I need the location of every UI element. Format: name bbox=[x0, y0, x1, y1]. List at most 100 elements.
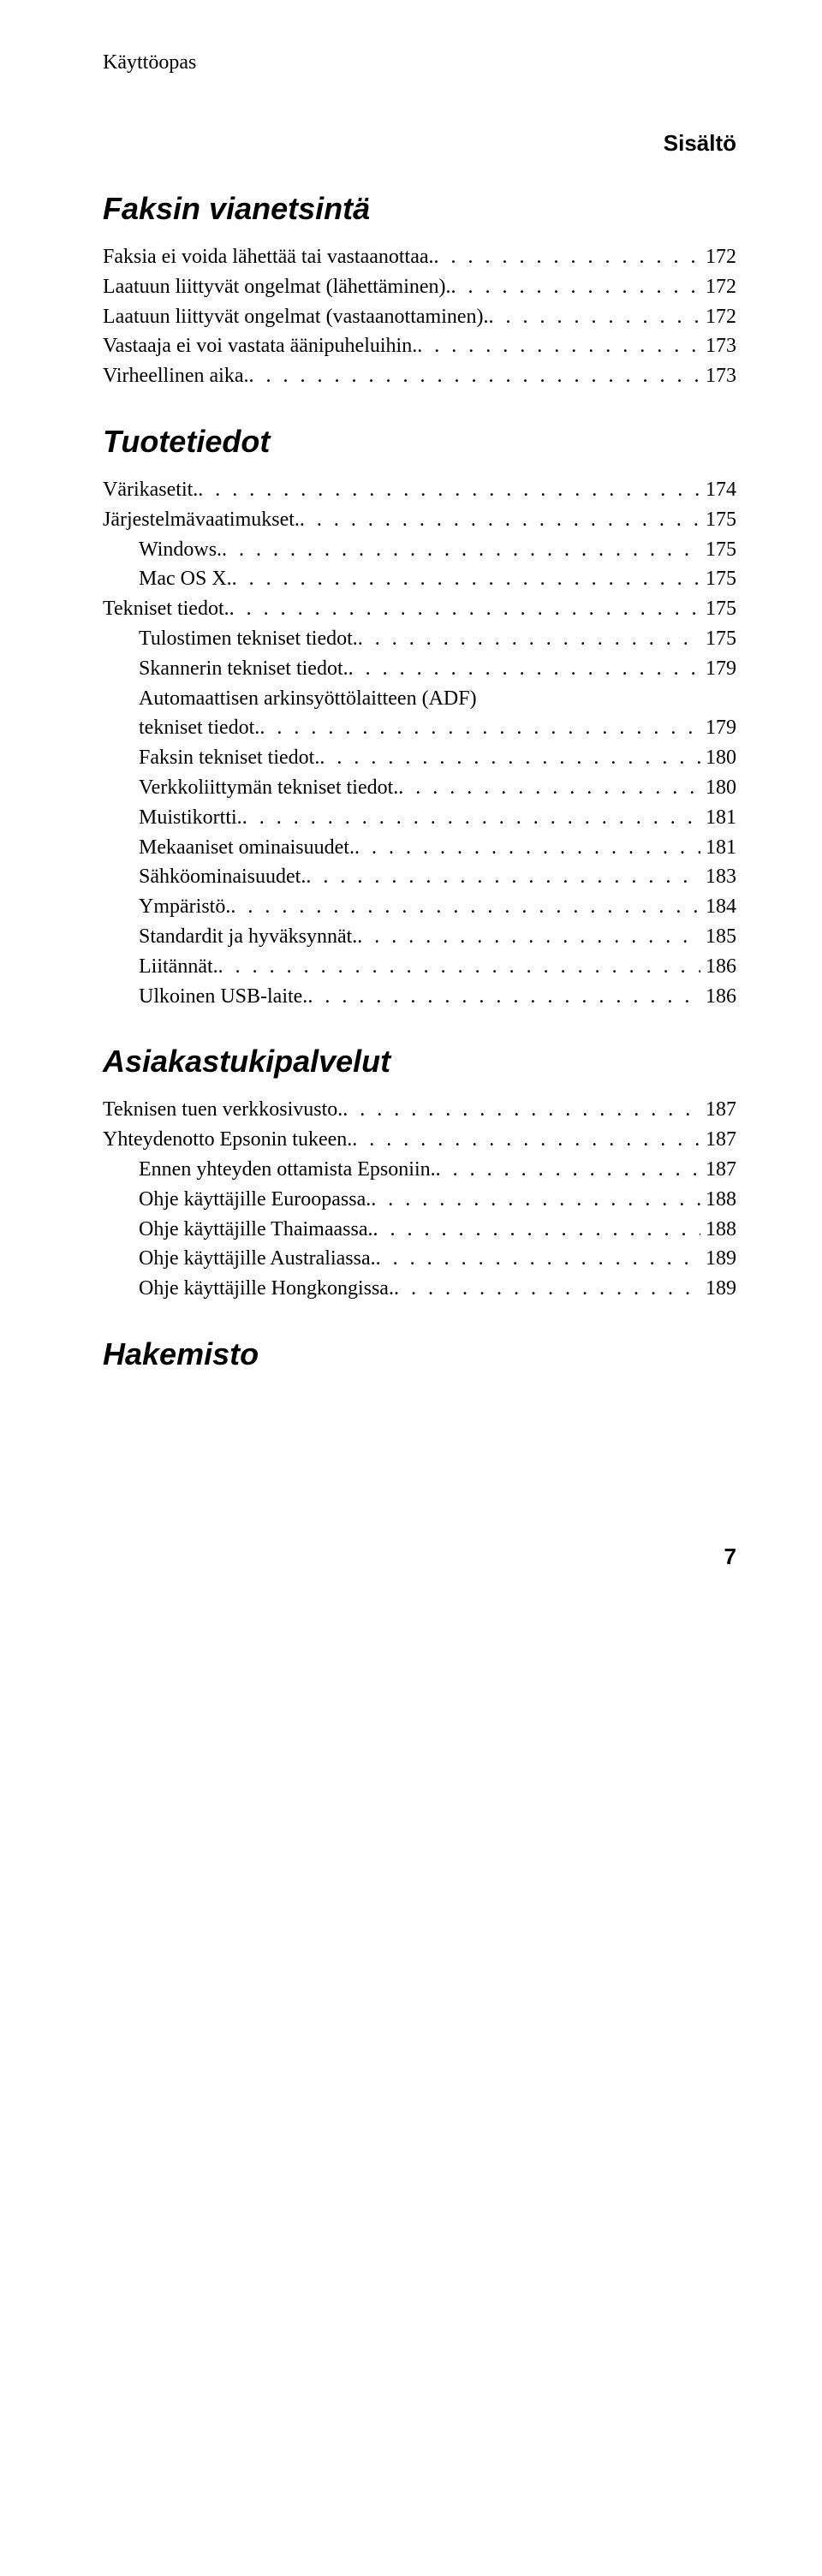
toc-entry-label: Windows. bbox=[139, 535, 222, 565]
toc-entry-page: 184 bbox=[700, 892, 736, 922]
toc-entry[interactable]: Ohje käyttäjille Hongkongissa. 189 bbox=[103, 1274, 736, 1304]
toc-entry-page: 172 bbox=[700, 302, 736, 332]
toc-entry-label: Ohje käyttäjille Hongkongissa. bbox=[139, 1274, 394, 1304]
toc-leader-dots bbox=[451, 272, 700, 302]
toc-entry[interactable]: Ohje käyttäjille Australiassa. 189 bbox=[103, 1244, 736, 1274]
toc-entry-label: Vastaaja ei voi vastata äänipuheluihin. bbox=[103, 331, 417, 361]
section-heading: Faksin vianetsintä bbox=[103, 191, 736, 227]
toc-entry[interactable]: Virheellinen aika. 173 bbox=[103, 361, 736, 391]
toc-entry[interactable]: Windows. 175 bbox=[103, 535, 736, 565]
toc-leader-dots bbox=[342, 1095, 700, 1125]
toc-leader-dots bbox=[398, 773, 700, 803]
toc-leader-dots bbox=[357, 922, 700, 952]
toc-entry-label: Ohje käyttäjille Euroopassa. bbox=[139, 1185, 371, 1215]
toc-leader-dots bbox=[394, 1274, 700, 1304]
toc-entry[interactable]: Liitännät. 186 bbox=[103, 952, 736, 982]
toc-entry-label: Skannerin tekniset tiedot. bbox=[139, 654, 348, 684]
toc-entry[interactable]: Tulostimen tekniset tiedot.175 bbox=[103, 624, 736, 654]
toc-leader-dots bbox=[489, 302, 700, 332]
toc-container: Faksin vianetsintä Faksia ei voida lähett… bbox=[103, 191, 736, 1372]
toc-entry[interactable]: Laatuun liittyvät ongelmat (vastaanottam… bbox=[103, 302, 736, 332]
toc-entry[interactable]: Mekaaniset ominaisuudet.181 bbox=[103, 833, 736, 863]
toc-entry-page: 187 bbox=[700, 1095, 736, 1125]
toc-entry[interactable]: Yhteydenotto Epsonin tukeen.187 bbox=[103, 1125, 736, 1155]
toc-entry-label: Mac OS X. bbox=[139, 564, 232, 594]
toc-entry-page: 175 bbox=[700, 505, 736, 535]
toc-entry[interactable]: Teknisen tuen verkkosivusto. 187 bbox=[103, 1095, 736, 1125]
toc-entry-label: Ohje käyttäjille Australiassa. bbox=[139, 1244, 376, 1274]
toc-entry-page: 179 bbox=[700, 654, 736, 684]
toc-leader-dots bbox=[358, 624, 700, 654]
toc-entry-page: 179 bbox=[700, 713, 736, 743]
toc-entry-label: Faksia ei voida lähettää tai vastaanotta… bbox=[103, 242, 434, 272]
toc-entry-page: 181 bbox=[700, 833, 736, 863]
toc-entry[interactable]: Ohje käyttäjille Thaimaassa. 188 bbox=[103, 1215, 736, 1245]
toc-leader-dots bbox=[222, 535, 700, 565]
toc-entry-label: Järjestelmävaatimukset. bbox=[103, 505, 300, 535]
toc-entry-page: 186 bbox=[700, 982, 736, 1012]
guide-title: Käyttöopas bbox=[103, 51, 736, 74]
toc-heading: Sisältö bbox=[103, 130, 736, 157]
toc-leader-dots bbox=[300, 505, 700, 535]
toc-entry[interactable]: Standardit ja hyväksynnät.185 bbox=[103, 922, 736, 952]
toc-entry-page: 175 bbox=[700, 594, 736, 624]
toc-entry[interactable]: Mac OS X. 175 bbox=[103, 564, 736, 594]
section-heading: Asiakastukipalvelut bbox=[103, 1044, 736, 1080]
toc-entry[interactable]: Ohje käyttäjille Euroopassa.188 bbox=[103, 1185, 736, 1215]
toc-entry[interactable]: Ympäristö.184 bbox=[103, 892, 736, 922]
toc-entry-page: 189 bbox=[700, 1244, 736, 1274]
toc-entry[interactable]: Sähköominaisuudet. 183 bbox=[103, 862, 736, 892]
section-heading: Tuotetiedot bbox=[103, 424, 736, 460]
toc-entry[interactable]: Muistikortti.181 bbox=[103, 803, 736, 833]
toc-entry[interactable]: Automaattisen arkinsyöttölaitteen (ADF)t… bbox=[103, 684, 736, 744]
toc-entry[interactable]: Verkkoliittymän tekniset tiedot.180 bbox=[103, 773, 736, 803]
toc-entry[interactable]: Järjestelmävaatimukset. 175 bbox=[103, 505, 736, 535]
toc-entry-label: Virheellinen aika. bbox=[103, 361, 248, 391]
toc-leader-dots bbox=[229, 594, 700, 624]
toc-entry-label: Laatuun liittyvät ongelmat (vastaanottam… bbox=[103, 302, 489, 332]
toc-leader-dots bbox=[376, 1244, 700, 1274]
toc-entry-page: 175 bbox=[700, 624, 736, 654]
toc-entry-page: 175 bbox=[700, 564, 736, 594]
toc-entry-page: 183 bbox=[700, 862, 736, 892]
toc-entry-label: Verkkoliittymän tekniset tiedot. bbox=[139, 773, 398, 803]
toc-entry-label: Laatuun liittyvät ongelmat (lähettäminen… bbox=[103, 272, 451, 302]
toc-entry[interactable]: Skannerin tekniset tiedot. 179 bbox=[103, 654, 736, 684]
toc-list: Teknisen tuen verkkosivusto. 187Yhteydeno… bbox=[103, 1095, 736, 1304]
toc-leader-dots bbox=[371, 1185, 700, 1215]
toc-entry-label: Ohje käyttäjille Thaimaassa. bbox=[139, 1215, 372, 1245]
toc-entry-page: 187 bbox=[700, 1155, 736, 1185]
toc-entry-label: Sähköominaisuudet. bbox=[139, 862, 306, 892]
toc-entry-page: 188 bbox=[700, 1215, 736, 1245]
toc-entry-page: 187 bbox=[700, 1125, 736, 1155]
toc-leader-dots bbox=[218, 952, 700, 982]
toc-entry[interactable]: Värikasetit.174 bbox=[103, 475, 736, 505]
toc-leader-dots bbox=[372, 1215, 700, 1245]
toc-leader-dots bbox=[417, 331, 700, 361]
toc-entry-page: 172 bbox=[700, 272, 736, 302]
toc-entry[interactable]: Tekniset tiedot.175 bbox=[103, 594, 736, 624]
toc-entry-label: Liitännät. bbox=[139, 952, 218, 982]
page-number: 7 bbox=[103, 1544, 736, 1570]
toc-entry-page: 186 bbox=[700, 952, 736, 982]
toc-entry-label: Teknisen tuen verkkosivusto. bbox=[103, 1095, 342, 1125]
toc-entry-page: 175 bbox=[700, 535, 736, 565]
toc-entry[interactable]: Faksia ei voida lähettää tai vastaanotta… bbox=[103, 242, 736, 272]
toc-entry-page: 189 bbox=[700, 1274, 736, 1304]
toc-entry-page: 172 bbox=[700, 242, 736, 272]
toc-entry[interactable]: Vastaaja ei voi vastata äänipuheluihin.1… bbox=[103, 331, 736, 361]
toc-leader-dots bbox=[354, 833, 700, 863]
toc-leader-dots bbox=[259, 713, 700, 743]
toc-entry[interactable]: Faksin tekniset tiedot.180 bbox=[103, 743, 736, 773]
toc-leader-dots bbox=[232, 564, 700, 594]
toc-entry-label: Ulkoinen USB-laite. bbox=[139, 982, 307, 1012]
toc-list: Värikasetit.174Järjestelmävaatimukset. 17… bbox=[103, 475, 736, 1011]
toc-leader-dots bbox=[434, 242, 700, 272]
toc-entry[interactable]: Laatuun liittyvät ongelmat (lähettäminen… bbox=[103, 272, 736, 302]
toc-entry-page: 173 bbox=[700, 361, 736, 391]
toc-leader-dots bbox=[248, 361, 700, 391]
toc-entry-label: tekniset tiedot. bbox=[139, 713, 259, 743]
toc-entry[interactable]: Ulkoinen USB-laite. 186 bbox=[103, 982, 736, 1012]
toc-entry-label: Faksin tekniset tiedot. bbox=[139, 743, 319, 773]
toc-entry[interactable]: Ennen yhteyden ottamista Epsoniin.187 bbox=[103, 1155, 736, 1185]
